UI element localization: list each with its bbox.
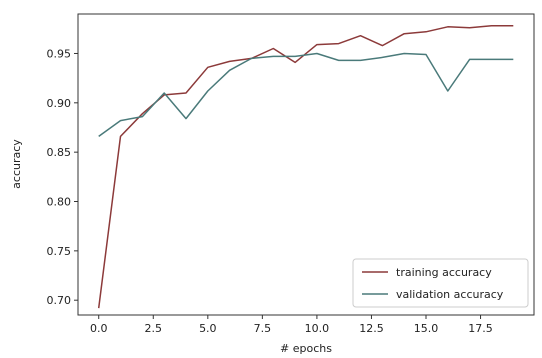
x-tick-label: 2.5 [145, 322, 163, 335]
x-tick-label: 7.5 [254, 322, 272, 335]
x-axis-label: # epochs [280, 342, 332, 355]
x-tick-label: 5.0 [199, 322, 217, 335]
x-tick-label: 15.0 [414, 322, 439, 335]
x-tick-label: 12.5 [359, 322, 384, 335]
y-axis-label: accuracy [10, 139, 23, 189]
x-tick-label: 17.5 [468, 322, 493, 335]
y-tick-label: 0.85 [47, 146, 72, 159]
series-line-training-accuracy [97, 25, 514, 309]
y-tick-label: 0.75 [47, 245, 72, 258]
x-tick-label: 10.0 [305, 322, 330, 335]
x-tick-label: 0.0 [90, 322, 108, 335]
series-lines [97, 25, 514, 309]
y-tick-label: 0.80 [47, 196, 72, 209]
x-axis: 0.0 2.5 5.0 7.5 10.0 12.5 15.0 17.5 [90, 315, 493, 335]
y-tick-label: 0.90 [47, 97, 72, 110]
legend-label-validation: validation accuracy [396, 288, 504, 301]
y-axis: 0.70 0.75 0.80 0.85 0.90 0.95 [47, 47, 78, 307]
series-line-validation-accuracy [98, 52, 514, 138]
legend: training accuracy validation accuracy [352, 258, 529, 308]
legend-box [352, 258, 529, 308]
y-tick-label: 0.70 [47, 294, 72, 307]
plot-frame [77, 13, 535, 316]
legend-label-training: training accuracy [396, 266, 492, 279]
y-tick-label: 0.95 [47, 47, 72, 60]
